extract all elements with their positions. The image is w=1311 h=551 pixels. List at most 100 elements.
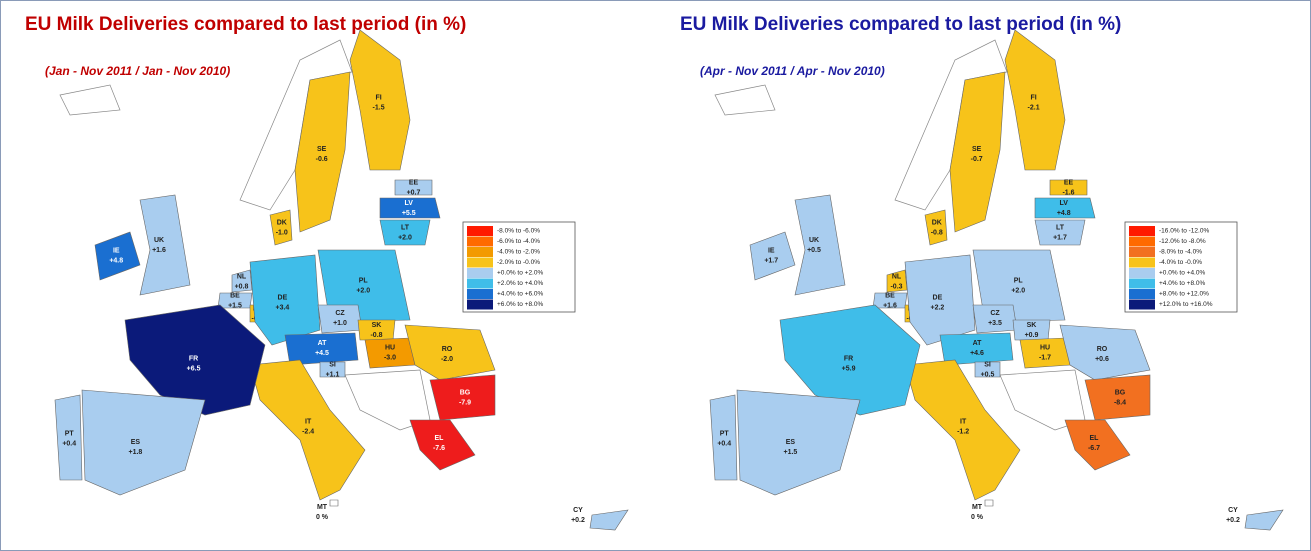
country-value: -2.0: [441, 356, 453, 363]
legend-label: -4.0% to -2.0%: [497, 249, 540, 256]
country-code: SE: [317, 146, 327, 153]
legend-label: +4.0% to +8.0%: [1159, 280, 1205, 287]
country: [329, 499, 339, 507]
country-code: PL: [359, 277, 369, 284]
country-code: BE: [885, 292, 895, 299]
country-code: FI: [1030, 95, 1036, 102]
map-panel: EU Milk Deliveries compared to last peri…: [680, 14, 1284, 531]
country: [231, 269, 253, 293]
neighbour-country: [714, 84, 776, 116]
legend-label: +0.0% to +2.0%: [497, 270, 543, 277]
country-value: +4.8: [109, 257, 123, 264]
country-code: PT: [720, 431, 730, 438]
country: [1034, 197, 1096, 219]
country-value: +0.4: [717, 441, 731, 448]
country-code: UK: [154, 237, 164, 244]
country-code: FI: [375, 95, 381, 102]
country: [349, 29, 411, 171]
legend-swatch: [467, 268, 493, 278]
country: [429, 374, 496, 421]
country-code: BE: [230, 292, 240, 299]
country-code: IT: [960, 419, 967, 426]
legend-swatch: [467, 278, 493, 289]
country-code: EE: [1064, 179, 1074, 186]
country: [1064, 419, 1131, 471]
country: [409, 419, 476, 471]
country-value: +1.7: [1053, 234, 1067, 241]
country-value: -7.6: [433, 445, 445, 452]
country-value: -1.0: [276, 229, 288, 236]
legend-swatch: [1129, 257, 1155, 268]
country: [949, 71, 1006, 233]
legend-label: -6.0% to -4.0%: [497, 238, 540, 245]
country: [379, 219, 431, 246]
country: [1084, 374, 1151, 421]
country-value: 0 %: [971, 514, 984, 521]
country-value: -3.0: [384, 355, 396, 362]
country-code: UK: [809, 237, 819, 244]
legend-swatch: [1129, 268, 1155, 278]
legend-swatch: [1129, 278, 1155, 289]
country-code: DK: [277, 219, 287, 226]
country-code: SK: [372, 322, 382, 329]
country: [364, 337, 416, 369]
country-value: -6.7: [1088, 445, 1100, 452]
country: [984, 499, 994, 507]
country: [124, 304, 266, 416]
country-code: DE: [933, 295, 943, 302]
country-value: +1.6: [883, 302, 897, 309]
country-code: MT: [972, 504, 983, 511]
country: [394, 179, 433, 196]
legend-label: -8.0% to -4.0%: [1159, 249, 1202, 256]
country-code: BG: [460, 389, 471, 396]
map-subtitle: (Apr - Nov 2011 / Apr - Nov 2010): [700, 64, 885, 78]
legend-swatch: [1129, 226, 1155, 236]
country-code: AT: [973, 340, 983, 347]
country-value: +0.6: [1095, 356, 1109, 363]
legend-label: +4.0% to +6.0%: [497, 291, 543, 298]
country-value: -7.9: [459, 399, 471, 406]
country-value: +6.5: [187, 365, 201, 372]
country-code: LT: [1056, 224, 1065, 231]
country-code: ES: [131, 439, 141, 446]
country-value: -2.1: [1028, 105, 1040, 112]
country-value: -0.7: [971, 156, 983, 163]
country: [379, 197, 441, 219]
country-value: +0.8: [235, 284, 249, 291]
country-value: +4.8: [1057, 210, 1071, 217]
country: [939, 332, 1014, 366]
country: [1004, 29, 1066, 171]
country-code: EE: [409, 179, 419, 186]
map-panel: EU Milk Deliveries compared to last peri…: [25, 14, 629, 531]
country-code: LT: [401, 224, 410, 231]
country: [749, 231, 796, 281]
legend-label: -4.0% to -0.0%: [1159, 259, 1202, 266]
country: [404, 324, 496, 381]
legend-swatch: [467, 289, 493, 299]
country-value: 0 %: [316, 514, 329, 521]
legend-swatch: [1129, 289, 1155, 299]
country-code: SI: [329, 361, 336, 368]
country-value: +0.5: [981, 371, 995, 378]
country-code: IE: [768, 247, 775, 254]
country: [1034, 219, 1086, 246]
map-subtitle: (Jan - Nov 2011 / Jan - Nov 2010): [45, 64, 230, 78]
country-code: LV: [1060, 200, 1069, 207]
country: [1244, 509, 1284, 531]
country-value: -8.4: [1114, 399, 1126, 406]
country-value: +3.5: [988, 320, 1002, 327]
legend-label: -12.0% to -8.0%: [1159, 238, 1206, 245]
legend-swatch: [1129, 299, 1155, 310]
country-value: +1.6: [152, 247, 166, 254]
country: [709, 394, 738, 481]
country-code: LV: [405, 200, 414, 207]
country-value: +4.5: [315, 350, 329, 357]
country-value: -0.8: [931, 229, 943, 236]
country-value: +0.4: [62, 441, 76, 448]
country-value: +0.2: [571, 517, 585, 524]
country: [1049, 179, 1088, 196]
country-code: FR: [844, 355, 853, 362]
country-value: +1.8: [128, 449, 142, 456]
country-code: AT: [318, 340, 328, 347]
country-value: +1.7: [764, 257, 778, 264]
